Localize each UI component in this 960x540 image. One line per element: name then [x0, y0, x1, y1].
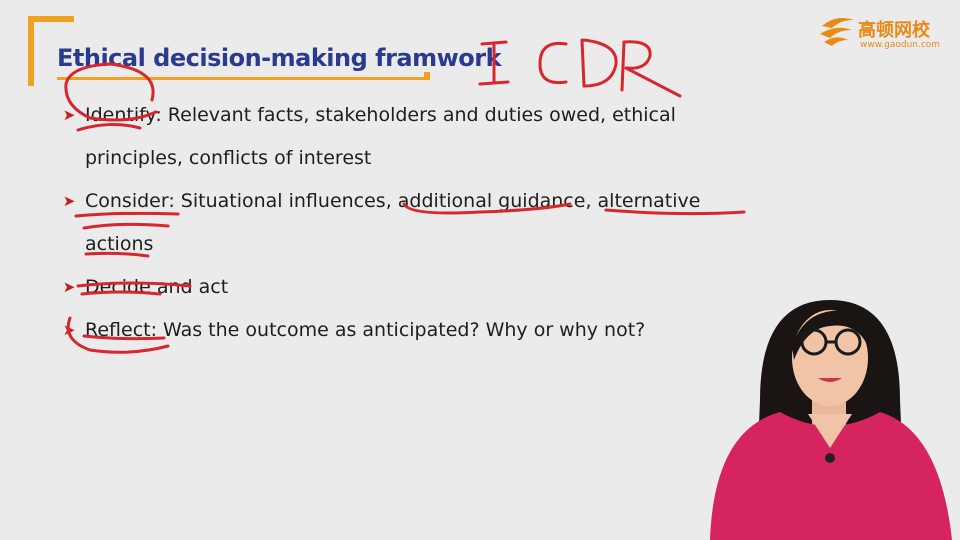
chevron-right-icon: ➤: [62, 278, 76, 296]
chevron-right-icon: ➤: [62, 321, 76, 339]
bullet-line: Decide and act: [85, 276, 229, 298]
corner-bracket: [28, 16, 74, 86]
bullet-line: Consider: Situational influences, additi…: [85, 190, 701, 212]
title-underline: [57, 77, 427, 80]
bullet-line: actions: [85, 233, 154, 255]
chevron-right-icon: ➤: [62, 106, 76, 124]
slide-title: Ethical decision-making framwork: [57, 44, 502, 72]
logo-url: www.gaodun.com: [860, 40, 941, 50]
bullet-line: Reflect: Was the outcome as anticipated?…: [85, 319, 646, 341]
presenter-figure: [710, 300, 952, 540]
chevron-right-icon: ➤: [62, 192, 76, 210]
bullet-line: principles, conflicts of interest: [85, 147, 372, 169]
logo-text: 高顿网校: [858, 20, 930, 41]
gaodun-logo: 高顿网校 www.gaodun.com: [818, 12, 950, 52]
title-underline-tick: [424, 72, 430, 80]
gaodun-logo-icon: [820, 18, 854, 46]
bullet-line: Identify: Relevant facts, stakeholders a…: [85, 104, 676, 126]
